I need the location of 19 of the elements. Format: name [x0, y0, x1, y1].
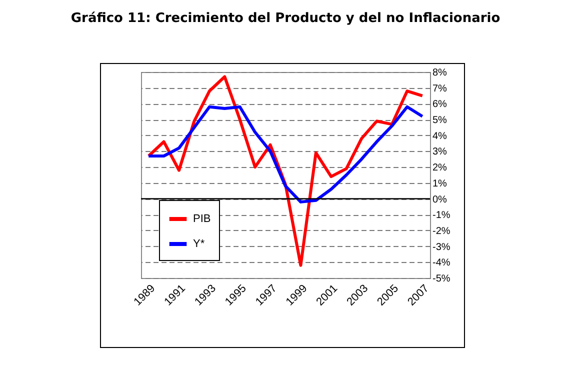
y-tick-label: 3% — [432, 146, 448, 158]
line-series — [147, 75, 424, 267]
y-tick-label: 6% — [432, 99, 448, 110]
y-tick-label: 2% — [432, 162, 448, 174]
legend-label: PIB — [193, 213, 211, 225]
y-tick-label: 5% — [432, 115, 448, 126]
y-tick-label: 0% — [432, 194, 448, 206]
y-tick-label: -2% — [432, 226, 450, 237]
chart-title: Gráfico 11: Crecimiento del Producto y del no Inflacionario — [70, 11, 500, 26]
y-tick-label: 4% — [432, 130, 448, 142]
line-series — [147, 105, 424, 204]
y-tick-label: 7% — [432, 83, 448, 94]
y-tick-label: 1% — [432, 178, 448, 190]
y-tick-label: -5% — [432, 274, 450, 284]
legend-label: Y* — [193, 238, 206, 250]
y-tick-label: 8% — [432, 68, 448, 78]
y-tick-label: -1% — [432, 210, 450, 222]
y-tick-label: -4% — [432, 258, 450, 269]
y-tick-label: -3% — [432, 242, 450, 253]
